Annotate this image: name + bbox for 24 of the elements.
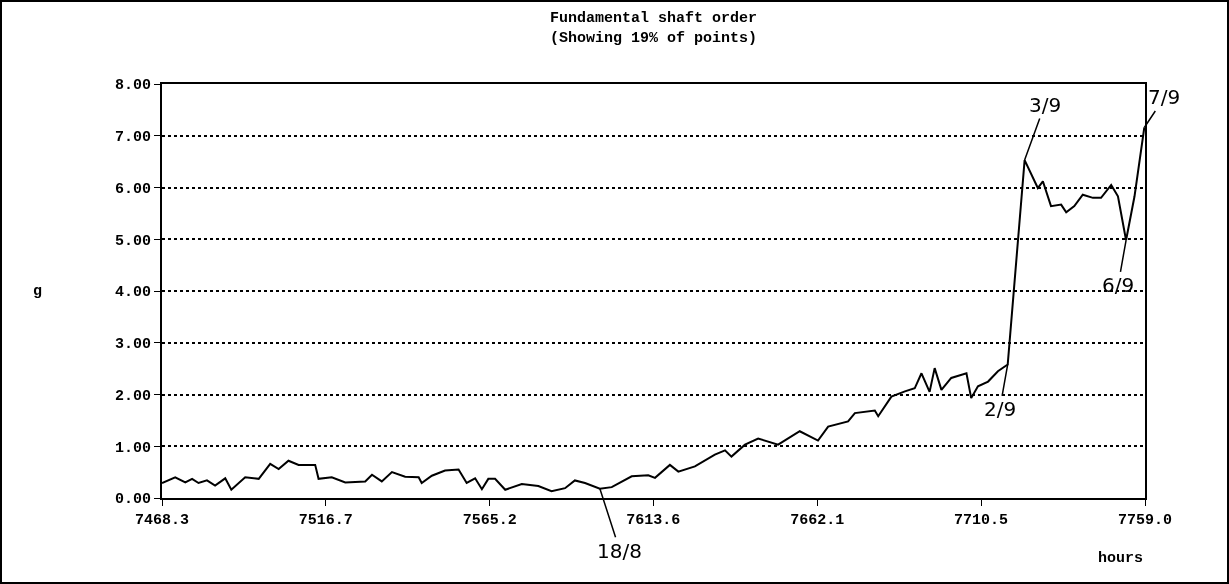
annotation: 18/8 (597, 539, 642, 563)
x-tick-label: 7468.3 (134, 512, 190, 529)
y-tick-label: 8.00 (114, 77, 151, 95)
y-tick-label: 0.00 (114, 491, 151, 509)
chart-title: Fundamental shaft order (549, 10, 758, 28)
x-tick-label: 7516.7 (298, 512, 353, 529)
x-tick-label: 7710.5 (953, 512, 1009, 529)
y-tick-label: 3.00 (114, 336, 151, 353)
y-tick-label: 5.00 (114, 232, 151, 250)
x-tick-label: 7613.6 (626, 512, 681, 529)
y-tick-label: 2.00 (114, 387, 151, 405)
y-tick-label: 4.00 (114, 284, 151, 302)
annotation: 3/9 (1029, 93, 1062, 117)
y-tick-label: 6.00 (114, 180, 151, 198)
x-tick-label: 7759.0 (1117, 512, 1173, 529)
x-tick-label: 7565.2 (462, 512, 517, 529)
y-tick-label: 7.00 (114, 129, 151, 146)
chart-subtitle: (Showing 19% of points) (549, 29, 758, 47)
x-axis-title: hours (1098, 550, 1144, 567)
annotation: 2/9 (984, 397, 1017, 421)
annotation: 7/9 (1148, 85, 1181, 109)
y-axis-title: g (33, 283, 43, 300)
y-tick-label: 1.00 (114, 439, 151, 457)
x-tick-label: 7662.1 (790, 512, 845, 529)
